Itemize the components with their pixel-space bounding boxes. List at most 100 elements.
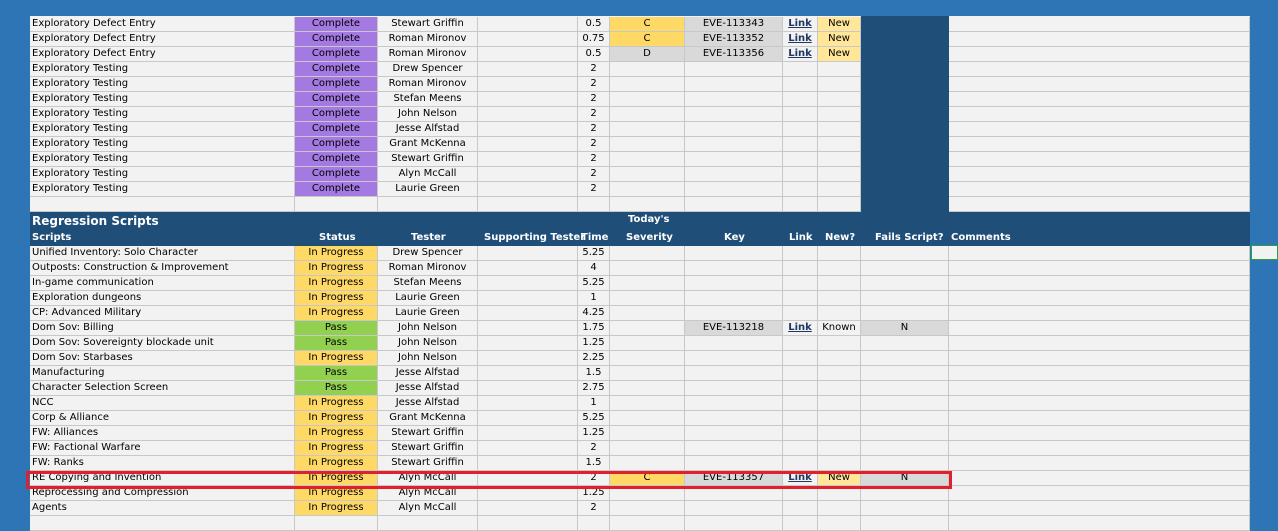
new-cell[interactable] <box>818 167 861 182</box>
tester-cell[interactable]: Laurie Green <box>378 182 478 197</box>
time-cell[interactable]: 2 <box>578 137 610 152</box>
supporting-tester-cell[interactable] <box>478 62 578 77</box>
severity-cell[interactable] <box>610 441 685 456</box>
link-cell[interactable] <box>783 276 818 291</box>
key-cell[interactable] <box>685 486 783 501</box>
status-cell[interactable]: Complete <box>295 152 378 167</box>
link-cell[interactable] <box>783 107 818 122</box>
tester-cell[interactable]: John Nelson <box>378 321 478 336</box>
link-cell[interactable]: Link <box>783 321 818 336</box>
new-cell[interactable] <box>818 276 861 291</box>
supporting-tester-cell[interactable] <box>478 17 578 32</box>
supporting-tester-cell[interactable] <box>478 276 578 291</box>
new-cell[interactable] <box>818 246 861 261</box>
new-cell[interactable] <box>818 381 861 396</box>
supporting-tester-cell[interactable] <box>478 321 578 336</box>
supporting-tester-cell[interactable] <box>478 381 578 396</box>
new-cell[interactable]: New <box>818 471 861 486</box>
link-cell[interactable] <box>783 411 818 426</box>
comments-cell[interactable] <box>949 336 1250 351</box>
tester-cell[interactable]: Grant McKenna <box>378 411 478 426</box>
supporting-tester-cell[interactable] <box>478 291 578 306</box>
script-cell[interactable]: Dom Sov: Sovereignty blockade unit <box>30 336 295 351</box>
tester-cell[interactable]: Stefan Meens <box>378 276 478 291</box>
supporting-tester-cell[interactable] <box>478 107 578 122</box>
fails-script-cell[interactable] <box>861 291 949 306</box>
link-cell[interactable] <box>783 291 818 306</box>
key-cell[interactable] <box>685 381 783 396</box>
new-cell[interactable]: Known <box>818 321 861 336</box>
severity-cell[interactable] <box>610 62 685 77</box>
comments-cell[interactable] <box>949 122 1250 137</box>
severity-cell[interactable] <box>610 167 685 182</box>
comments-cell[interactable] <box>949 351 1250 366</box>
tester-cell[interactable]: Drew Spencer <box>378 246 478 261</box>
key-cell[interactable] <box>685 276 783 291</box>
severity-cell[interactable] <box>610 77 685 92</box>
key-cell[interactable]: EVE-113343 <box>685 17 783 32</box>
comments-cell[interactable] <box>949 321 1250 336</box>
new-cell[interactable] <box>818 486 861 501</box>
script-cell[interactable]: Corp & Alliance <box>30 411 295 426</box>
supporting-tester-cell[interactable] <box>478 336 578 351</box>
comments-cell[interactable] <box>949 456 1250 471</box>
key-cell[interactable] <box>685 182 783 197</box>
fails-script-cell[interactable] <box>861 306 949 321</box>
key-cell[interactable]: EVE-113357 <box>685 471 783 486</box>
supporting-tester-cell[interactable] <box>478 456 578 471</box>
link-cell[interactable] <box>783 62 818 77</box>
script-cell[interactable]: FW: Ranks <box>30 456 295 471</box>
supporting-tester-cell[interactable] <box>478 471 578 486</box>
comments-cell[interactable] <box>949 381 1250 396</box>
key-cell[interactable] <box>685 152 783 167</box>
comments-cell[interactable] <box>949 426 1250 441</box>
status-cell[interactable]: Pass <box>295 321 378 336</box>
link-cell[interactable] <box>783 261 818 276</box>
script-cell[interactable]: Exploratory Testing <box>30 62 295 77</box>
comments-cell[interactable] <box>949 291 1250 306</box>
status-cell[interactable]: Complete <box>295 77 378 92</box>
severity-cell[interactable] <box>610 396 685 411</box>
time-cell[interactable]: 2 <box>578 182 610 197</box>
link-cell[interactable]: Link <box>783 47 818 62</box>
severity-cell[interactable] <box>610 501 685 516</box>
tester-cell[interactable]: Stewart Griffin <box>378 441 478 456</box>
new-cell[interactable] <box>818 182 861 197</box>
supporting-tester-cell[interactable] <box>478 486 578 501</box>
defect-link[interactable]: Link <box>788 322 812 333</box>
status-cell[interactable]: Pass <box>295 381 378 396</box>
supporting-tester-cell[interactable] <box>478 182 578 197</box>
new-cell[interactable] <box>818 122 861 137</box>
fails-script-cell[interactable] <box>861 486 949 501</box>
time-cell[interactable]: 2 <box>578 92 610 107</box>
supporting-tester-cell[interactable] <box>478 137 578 152</box>
key-cell[interactable] <box>685 411 783 426</box>
script-cell[interactable]: NCC <box>30 396 295 411</box>
status-cell[interactable]: In Progress <box>295 261 378 276</box>
link-cell[interactable] <box>783 152 818 167</box>
time-cell[interactable]: 1 <box>578 291 610 306</box>
supporting-tester-cell[interactable] <box>478 246 578 261</box>
new-cell[interactable] <box>818 306 861 321</box>
script-cell[interactable]: Exploratory Defect Entry <box>30 17 295 32</box>
status-cell[interactable]: In Progress <box>295 306 378 321</box>
status-cell[interactable]: Complete <box>295 62 378 77</box>
tester-cell[interactable]: Alyn McCall <box>378 167 478 182</box>
comments-cell[interactable] <box>949 261 1250 276</box>
time-cell[interactable]: 2 <box>578 167 610 182</box>
severity-cell[interactable]: C <box>610 17 685 32</box>
status-cell[interactable]: Complete <box>295 17 378 32</box>
new-cell[interactable] <box>818 426 861 441</box>
supporting-tester-cell[interactable] <box>478 396 578 411</box>
supporting-tester-cell[interactable] <box>478 47 578 62</box>
new-cell[interactable] <box>818 396 861 411</box>
tester-cell[interactable]: Roman Mironov <box>378 77 478 92</box>
key-cell[interactable] <box>685 306 783 321</box>
link-cell[interactable] <box>783 486 818 501</box>
link-cell[interactable] <box>783 456 818 471</box>
link-cell[interactable] <box>783 441 818 456</box>
link-cell[interactable] <box>783 77 818 92</box>
comments-cell[interactable] <box>949 32 1250 47</box>
status-cell[interactable]: Complete <box>295 137 378 152</box>
key-cell[interactable] <box>685 107 783 122</box>
